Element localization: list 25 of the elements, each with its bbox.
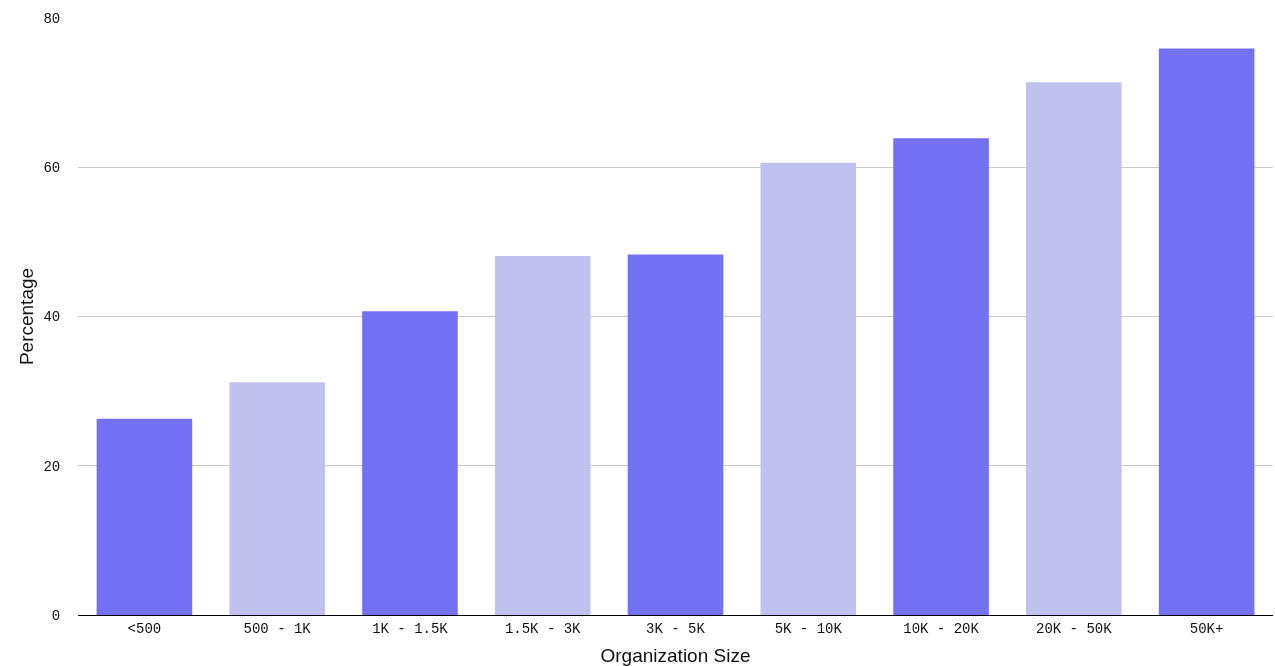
y-tick-label: 40 xyxy=(43,309,61,326)
x-tick-label: 500 - 1K xyxy=(243,620,312,637)
bar xyxy=(1158,48,1255,615)
bar xyxy=(96,418,193,615)
y-tick-label: 20 xyxy=(43,458,61,475)
y-axis-title: Percentage xyxy=(16,267,38,366)
y-tick-label: 80 xyxy=(43,10,61,27)
x-tick-label: 5K - 10K xyxy=(774,620,843,637)
x-tick-label: 1.5K - 3K xyxy=(504,620,582,637)
bar xyxy=(893,138,989,615)
bar xyxy=(1026,82,1122,615)
x-axis-title: Organization Size xyxy=(600,645,751,666)
x-tick-label: 1K - 1.5K xyxy=(372,620,449,637)
x-tick-label: 50K+ xyxy=(1189,620,1224,637)
bar xyxy=(760,162,857,615)
bar xyxy=(627,254,724,615)
bar xyxy=(494,256,591,615)
x-tick-label: 3K - 5K xyxy=(646,620,706,637)
x-tick-label: 10K - 20K xyxy=(903,620,980,637)
x-tick-label: 20K - 50K xyxy=(1036,620,1113,637)
y-tick-label: 0 xyxy=(51,607,61,624)
bar xyxy=(229,382,325,615)
bar xyxy=(362,311,458,615)
y-tick-label: 60 xyxy=(43,160,61,177)
x-tick-label: <500 xyxy=(127,620,162,637)
